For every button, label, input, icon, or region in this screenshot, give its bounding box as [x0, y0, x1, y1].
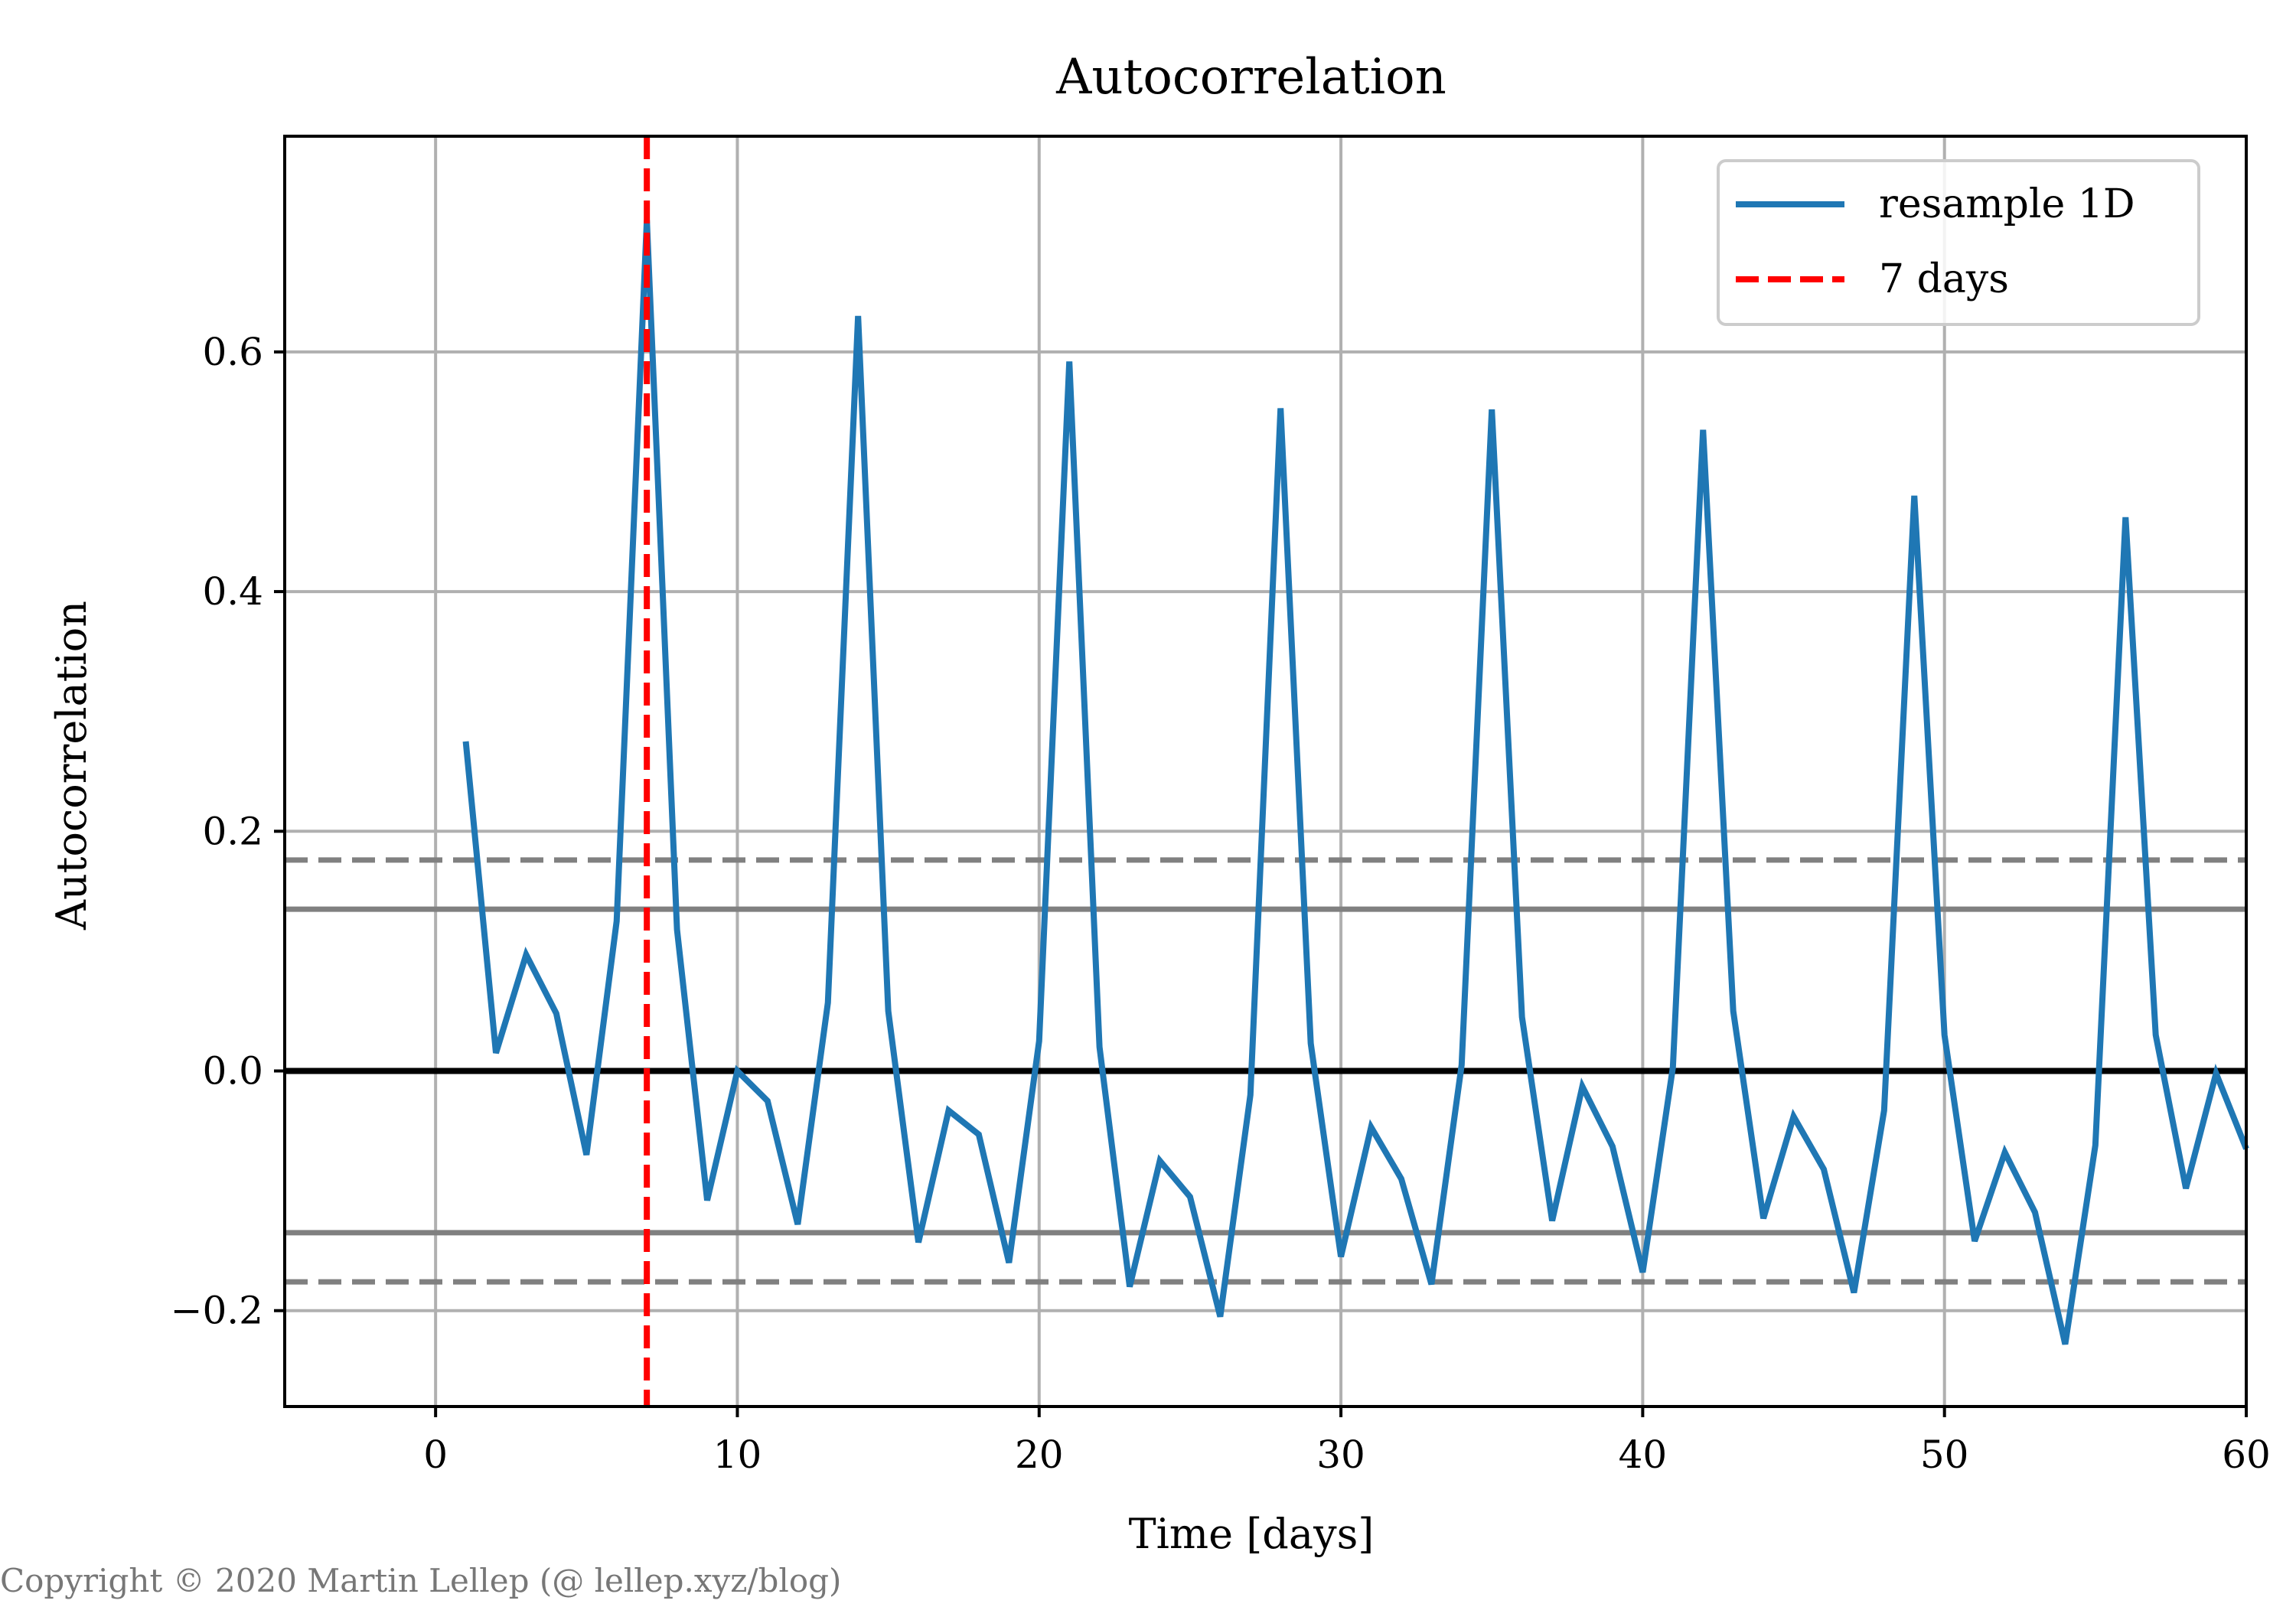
legend: resample 1D 7 days: [1717, 159, 2200, 326]
reference-lines: [285, 857, 2246, 1285]
x-tick-label: 40: [1619, 1433, 1668, 1477]
plot-frame: [283, 135, 2248, 1408]
series-line-resample-1d: [462, 220, 2249, 1345]
y-axis-label: Autocorrelation: [47, 601, 96, 931]
legend-label-7-days: 7 days: [1879, 256, 2009, 302]
copyright-text: Copyright © 2020 Martin Lellep (@ lellep…: [0, 1562, 841, 1599]
x-tick-label: 0: [423, 1433, 448, 1477]
y-tick-label: 0.6: [202, 330, 263, 374]
x-tick-label: 30: [1316, 1433, 1365, 1477]
legend-label-resample-1d: resample 1D: [1879, 181, 2135, 227]
x-tick-label: 50: [1920, 1433, 1969, 1477]
series-layer: [462, 220, 2249, 1345]
x-tick-label: 60: [2222, 1433, 2271, 1477]
chart-title: Autocorrelation: [1055, 49, 1446, 106]
y-axis-ticks: −0.2 0.0 0.2 0.4 0.6: [171, 330, 285, 1333]
x-tick-label: 20: [1015, 1433, 1064, 1477]
y-tick-label: −0.2: [171, 1289, 263, 1333]
y-tick-label: 0.4: [202, 569, 263, 614]
x-tick-label: 10: [713, 1433, 762, 1477]
y-tick-label: 0.2: [202, 809, 263, 853]
x-axis-label: Time [days]: [1129, 1510, 1375, 1558]
y-tick-label: 0.0: [202, 1049, 263, 1094]
x-axis-ticks: 0 10 20 30 40 50 60: [423, 1407, 2271, 1477]
